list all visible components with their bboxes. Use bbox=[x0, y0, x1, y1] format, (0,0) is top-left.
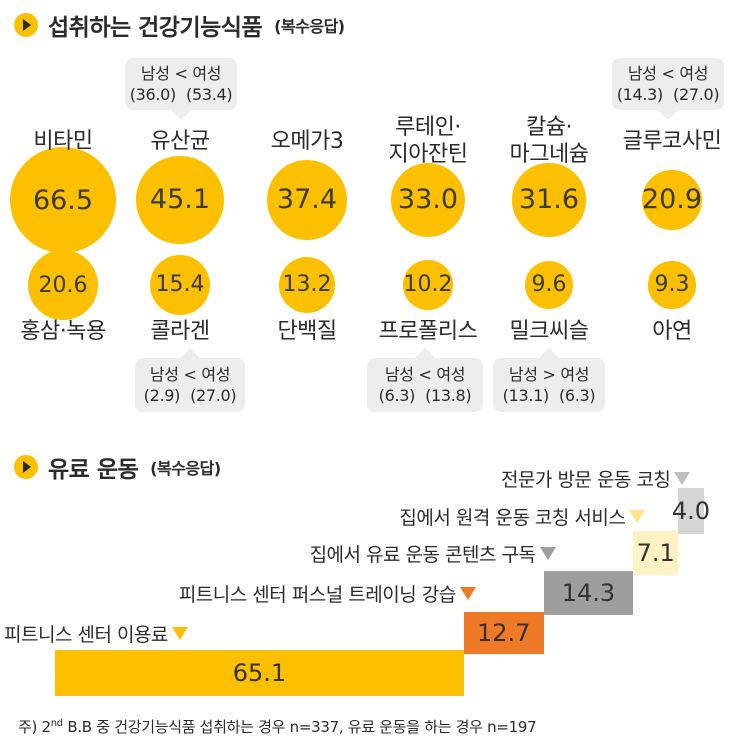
bar-label-text: 전문가 방문 운동 코칭 bbox=[500, 469, 671, 491]
bar-label-text: 집에서 유료 운동 콘텐츠 구독 bbox=[309, 544, 536, 566]
bubble-label-2: 유산균 bbox=[150, 129, 210, 154]
gender-callout-1: 남성 < 여성 (36.0) (53.4) bbox=[125, 58, 237, 120]
bubble-5: 31.6 bbox=[512, 163, 586, 237]
callout-female-value: (27.0) bbox=[190, 386, 237, 405]
callout-female-value: (13.8) bbox=[425, 386, 472, 405]
bubble-9: 13.2 bbox=[278, 256, 335, 313]
bar-label-3: 집에서 유료 운동 콘텐츠 구독 bbox=[310, 540, 556, 567]
gender-callout-3: 남성 < 여성 (2.9) (27.0) bbox=[135, 348, 245, 412]
bubble-label-3: 오메가3 bbox=[270, 129, 344, 154]
callout-male-value: (14.3) bbox=[616, 85, 664, 104]
bubble-11: 9.6 bbox=[525, 261, 573, 309]
callout-female-value: (53.4) bbox=[186, 85, 233, 104]
callout-female-value: (6.3) bbox=[558, 386, 596, 405]
footnote-superscript: nd bbox=[50, 718, 63, 729]
bar-label-4: 집에서 원격 운동 코칭 서비스 bbox=[399, 503, 646, 530]
bar-3: 14.3 bbox=[543, 571, 634, 615]
supplements-subtitle: (복수응답) bbox=[274, 17, 345, 36]
bubble-7: 20.6 bbox=[28, 250, 98, 320]
supplements-section-title: 섭취하는 건강기능식품 (복수응답) bbox=[14, 8, 345, 42]
play-bullet-icon bbox=[14, 13, 38, 37]
footnote-prefix: 주) 2 bbox=[18, 718, 51, 736]
bar-5: 4.0 bbox=[672, 488, 710, 534]
callout-male-value: (6.3) bbox=[378, 386, 416, 405]
exercise-section-title: 유료 운동 (복수응답) bbox=[14, 450, 221, 484]
exercise-subtitle: (복수응답) bbox=[150, 459, 221, 478]
callout-female-value: (27.0) bbox=[673, 85, 720, 104]
bubble-3: 37.4 bbox=[267, 160, 347, 240]
bubble-10: 10.2 bbox=[403, 260, 453, 310]
bubble-label-1: 비타민 bbox=[33, 129, 93, 154]
bar-1: 65.1 bbox=[55, 650, 464, 696]
callout-comparison: 남성 < 여성 bbox=[149, 365, 231, 384]
bubble-12: 9.3 bbox=[648, 261, 696, 309]
bar-label-text: 피트니스 센터 이용료 bbox=[4, 624, 168, 646]
callout-values: (13.1) (6.3) bbox=[503, 385, 596, 406]
bar-label-1: 피트니스 센터 이용료 bbox=[4, 620, 188, 647]
gender-callout-2: 남성 < 여성 (14.3) (27.0) bbox=[612, 58, 724, 120]
callout-values: (36.0) (53.4) bbox=[130, 84, 233, 105]
triangle-down-icon bbox=[171, 627, 188, 640]
gender-callout-4: 남성 < 여성 (6.3) (13.8) bbox=[367, 348, 483, 412]
bubble-label-5: 칼슘· 마그네슘 bbox=[509, 115, 589, 167]
bar-label-text: 집에서 원격 운동 코칭 서비스 bbox=[399, 507, 626, 529]
triangle-down-icon bbox=[629, 510, 646, 523]
callout-male-value: (2.9) bbox=[143, 386, 181, 405]
callout-male-value: (13.1) bbox=[502, 386, 550, 405]
bubble-label-7: 홍삼·녹용 bbox=[20, 319, 106, 344]
bar-2: 12.7 bbox=[463, 612, 544, 654]
callout-comparison: 남성 < 여성 bbox=[384, 365, 466, 384]
gender-callout-5: 남성 > 여성 (13.1) (6.3) bbox=[493, 348, 605, 412]
bubble-1: 66.5 bbox=[10, 147, 116, 253]
bar-4: 7.1 bbox=[633, 531, 678, 575]
supplements-title: 섭취하는 건강기능식품 bbox=[48, 15, 263, 41]
bubble-label-4: 루테인· 지아잔틴 bbox=[388, 115, 468, 167]
callout-values: (2.9) (27.0) bbox=[144, 385, 237, 406]
bubble-label-12: 아연 bbox=[652, 319, 692, 344]
bubble-8: 15.4 bbox=[149, 254, 211, 316]
bubble-6: 20.9 bbox=[642, 170, 702, 230]
bar-label-5: 전문가 방문 운동 코칭 bbox=[500, 465, 691, 492]
bar-label-2: 피트니스 센터 퍼스널 트레이닝 강습 bbox=[179, 580, 476, 607]
bubble-label-11: 밀크씨슬 bbox=[509, 319, 589, 344]
bubble-label-8: 콜라겐 bbox=[150, 319, 210, 344]
play-bullet-icon bbox=[14, 455, 38, 479]
triangle-down-icon bbox=[539, 547, 556, 560]
triangle-down-icon bbox=[674, 472, 691, 485]
callout-values: (14.3) (27.0) bbox=[617, 84, 720, 105]
callout-comparison: 남성 > 여성 bbox=[508, 365, 590, 384]
callout-values: (6.3) (13.8) bbox=[379, 385, 472, 406]
bar-label-text: 피트니스 센터 퍼스널 트레이닝 강습 bbox=[178, 584, 456, 606]
triangle-down-icon bbox=[459, 587, 476, 600]
callout-comparison: 남성 < 여성 bbox=[627, 64, 709, 83]
bubble-label-6: 글루코사민 bbox=[622, 129, 722, 154]
callout-male-value: (36.0) bbox=[129, 85, 177, 104]
bubble-2: 45.1 bbox=[136, 156, 224, 244]
exercise-title: 유료 운동 bbox=[48, 457, 139, 483]
callout-comparison: 남성 < 여성 bbox=[140, 64, 222, 83]
footnote-text: B.B 중 건강기능식품 섭취하는 경우 n=337, 유료 운동을 하는 경우… bbox=[62, 718, 537, 736]
bubble-label-9: 단백질 bbox=[277, 319, 337, 344]
bubble-label-10: 프로폴리스 bbox=[378, 319, 478, 344]
bubble-4: 33.0 bbox=[390, 162, 466, 238]
footnote: 주) 2nd B.B 중 건강기능식품 섭취하는 경우 n=337, 유료 운동… bbox=[18, 716, 537, 737]
